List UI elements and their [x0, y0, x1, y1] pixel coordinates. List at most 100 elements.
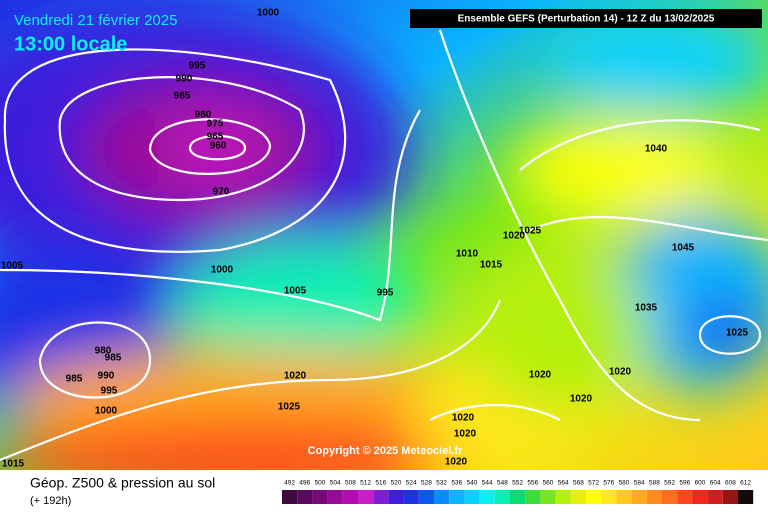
scale-swatch [358, 490, 374, 504]
scale-label: 524 [406, 480, 417, 487]
isobar-label: 990 [98, 371, 115, 382]
scale-swatch [434, 490, 450, 504]
isobar-label: 1025 [519, 226, 542, 237]
isobar-label: 995 [101, 386, 118, 397]
scale-swatch [722, 490, 738, 504]
isobar-label: 1000 [257, 8, 280, 19]
scale-swatch [646, 490, 662, 504]
scale-label: 564 [558, 480, 569, 487]
scale-label: 512 [360, 480, 371, 487]
copyright: Copyright © 2025 Meteociel.fr [308, 445, 464, 457]
scale-label: 560 [543, 480, 554, 487]
scale-label: 588 [649, 480, 660, 487]
scale-swatch [282, 490, 298, 504]
isobar-label: 1020 [529, 370, 552, 381]
isobar-label: 1010 [456, 249, 479, 260]
time: 13:00 locale [14, 33, 127, 55]
scale-label: 612 [740, 480, 751, 487]
isobar-label: 960 [210, 141, 227, 152]
scale-label: 528 [421, 480, 432, 487]
scale-swatch [540, 490, 556, 504]
isobar-label: 1020 [503, 231, 526, 242]
isobar-label: 990 [176, 74, 193, 85]
scale-label: 532 [436, 480, 447, 487]
isobar-label: 1020 [454, 429, 477, 440]
isobar-label: 1020 [284, 371, 307, 382]
isobar-label: 1015 [2, 459, 25, 470]
scale-label: 540 [467, 480, 478, 487]
scale-label: 520 [391, 480, 402, 487]
scale-label: 504 [330, 480, 341, 487]
scale-label: 572 [588, 480, 599, 487]
scale-swatch [312, 490, 328, 504]
scale-label: 576 [603, 480, 614, 487]
isobar-label: 1015 [480, 260, 503, 271]
date: Vendredi 21 février 2025 [14, 12, 177, 29]
scale-label: 604 [710, 480, 721, 487]
isobar-label: 985 [66, 374, 83, 385]
scale-swatch [616, 490, 632, 504]
scale-swatch [601, 490, 617, 504]
scale-label: 500 [315, 480, 326, 487]
isobar-label: 1035 [635, 303, 658, 314]
scale-swatch [297, 490, 313, 504]
scale-swatch [388, 490, 404, 504]
scale-label: 584 [634, 480, 645, 487]
isobar-label: 1005 [1, 261, 24, 272]
isobar-label: 1025 [726, 328, 749, 339]
isobar-label: 1005 [284, 286, 307, 297]
lead-time: (+ 192h) [30, 495, 71, 507]
scale-swatch [373, 490, 389, 504]
isobar-label: 1000 [211, 265, 234, 276]
scale-swatch [570, 490, 586, 504]
scale-label: 608 [725, 480, 736, 487]
field [0, 0, 768, 500]
isobar-label: 980 [95, 346, 112, 357]
scale-label: 536 [451, 480, 462, 487]
model: Ensemble GEFS (Perturbation 14) - 12 Z d… [458, 14, 715, 25]
isobar-label: 1020 [609, 367, 632, 378]
model-box [410, 9, 762, 28]
isobar-label: 965 [207, 132, 224, 143]
scale-swatch [449, 490, 465, 504]
scale-label: 592 [664, 480, 675, 487]
scale-swatch [707, 490, 723, 504]
scale-label: 516 [375, 480, 386, 487]
scale-swatch [403, 490, 419, 504]
scale-swatch [738, 490, 754, 504]
scale-swatch [555, 490, 571, 504]
scale-label: 548 [497, 480, 508, 487]
isobar-label: 1020 [570, 394, 593, 405]
scale-swatch [510, 490, 526, 504]
isobar-label: 1025 [278, 402, 301, 413]
scale-swatch [479, 490, 495, 504]
isobar-label: 995 [377, 288, 394, 299]
isobar-labels: 1000995990985980975965960970100010051005… [1, 8, 749, 470]
scale-swatch [677, 490, 693, 504]
scale-swatch [464, 490, 480, 504]
isobar-label: 1020 [452, 413, 475, 424]
scale-label: 600 [695, 480, 706, 487]
isobar-label: 980 [195, 110, 212, 121]
scale-label: 496 [299, 480, 310, 487]
scale-swatch [586, 490, 602, 504]
scale-swatch [662, 490, 678, 504]
scale-label: 580 [619, 480, 630, 487]
scale-label: 544 [482, 480, 493, 487]
isobar-label: 1000 [95, 406, 118, 417]
scale-swatch [631, 490, 647, 504]
scale-label: 552 [512, 480, 523, 487]
color-scale: 492 496 500 504 508 512 516 520 524 528 532 536 540 5… [282, 480, 754, 504]
isobar-label: 985 [174, 91, 191, 102]
scale-swatch [525, 490, 541, 504]
scale-label: 508 [345, 480, 356, 487]
isobar-label: 995 [189, 61, 206, 72]
scale-label: 568 [573, 480, 584, 487]
legend-title: Géop. Z500 & pression au sol [30, 475, 215, 491]
scale-swatch [342, 490, 358, 504]
isobar-label: 970 [213, 187, 230, 198]
scale-label: 492 [284, 480, 295, 487]
isobar-label: 985 [105, 353, 122, 364]
scale-label: 556 [527, 480, 538, 487]
